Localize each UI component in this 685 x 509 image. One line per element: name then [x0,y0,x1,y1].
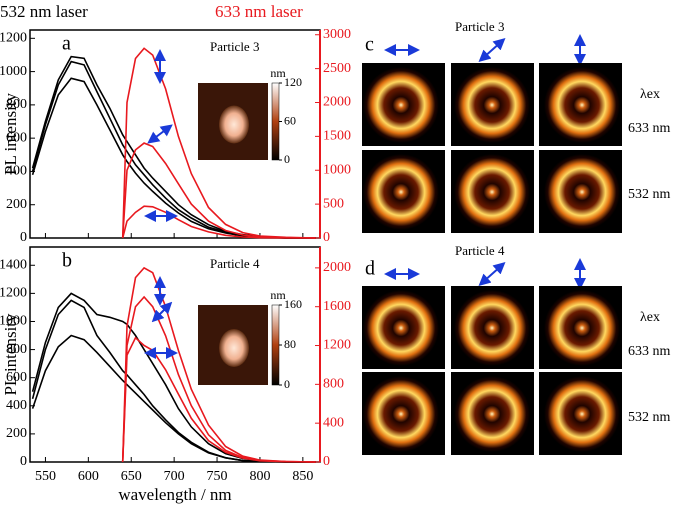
x-axis-label: wavelength / nm [118,485,231,504]
afm-particle [219,105,249,144]
emission-ring [363,154,439,230]
y-tick-label: 200 [6,197,27,212]
y2-tick-label: 2000 [323,260,351,275]
afm-particle [219,329,249,367]
laser-label-right: 633 nm laser [215,2,303,21]
emission-ring [454,290,530,366]
colorbar-tick-label: 120 [284,75,302,89]
colorbar-tick-label: 0 [284,377,290,391]
colorbar-tick-label: 80 [284,337,296,351]
y-tick-label: 400 [6,398,27,413]
emission-ring [454,67,530,143]
panel-label: a [62,33,71,55]
y-tick-label: 400 [6,164,27,179]
y2-tick-label: 1500 [323,129,351,144]
y-tick-label: 1000 [0,64,27,79]
spectrum-line [31,77,316,239]
x-tick-label: 750 [207,469,228,484]
y-tick-label: 1200 [0,31,27,46]
wavelength-label: 532 nm [628,410,671,425]
y-tick-label: 1200 [0,286,27,301]
spectrum-line [121,47,316,239]
y-tick-label: 0 [20,454,27,469]
emission-ring [544,154,620,230]
emission-ring [544,376,620,452]
y-axis-label: PL intensity [1,313,20,396]
x-tick-label: 650 [121,469,142,484]
y-tick-label: 800 [6,97,27,112]
panel-label: b [62,250,72,272]
y-tick-label: 200 [6,426,27,441]
polarization-arrow [478,262,506,286]
particle-label: Particle 3 [210,39,259,54]
x-tick-label: 550 [35,469,56,484]
excitation-label: λex [640,310,660,325]
particle-label: Particle 4 [455,243,505,258]
polarization-arrow [151,301,173,323]
wavelength-label: 532 nm [628,187,671,202]
x-tick-label: 800 [249,469,270,484]
wavelength-label: 633 nm [628,344,671,359]
x-tick-label: 850 [292,469,313,484]
particle-label: Particle 3 [455,19,504,34]
y-tick-label: 600 [6,370,27,385]
y2-tick-label: 500 [323,196,344,211]
spectrum-line [121,336,316,463]
y-tick-label: 0 [20,230,27,245]
y-axis-label: PL intensity [1,92,20,175]
particle-label: Particle 4 [210,256,260,271]
colorbar-tick-label: 0 [284,152,290,166]
spectrum-line [121,205,316,239]
y-tick-label: 800 [6,342,27,357]
panel-label: d [365,258,375,280]
colorbar-unit: nm [270,288,286,302]
emission-ring [454,154,530,230]
y2-tick-label: 2000 [323,95,351,110]
emission-ring [544,290,620,366]
excitation-label: λex [640,87,660,102]
y2-tick-label: 0 [323,230,330,245]
y2-tick-label: 1200 [323,338,351,353]
colorbar [271,304,280,386]
polarization-arrow [478,38,506,62]
panel-label: c [365,34,374,56]
emission-ring [454,376,530,452]
y2-tick-label: 800 [323,377,344,392]
emission-ring [363,67,439,143]
y2-tick-label: 2500 [323,61,351,76]
y-tick-label: 1400 [0,257,27,272]
y2-tick-label: 1600 [323,299,351,314]
x-tick-label: 600 [78,469,99,484]
spectrum-line [121,142,316,239]
colorbar-tick-label: 160 [284,297,302,311]
x-tick-label: 700 [164,469,185,484]
y2-tick-label: 3000 [323,27,351,42]
emission-ring [363,290,439,366]
polarization-arrow [147,124,173,144]
colorbar [271,82,280,161]
wavelength-label: 633 nm [628,121,671,136]
colorbar-tick-label: 60 [284,113,296,127]
y-tick-label: 600 [6,130,27,145]
y-tick-label: 1000 [0,314,27,329]
laser-label-left: 532 nm laser [0,2,88,21]
y2-tick-label: 0 [323,454,330,469]
y2-tick-label: 1000 [323,162,351,177]
colorbar-unit: nm [270,66,286,80]
emission-ring [363,376,439,452]
spectrum-line [31,334,316,463]
y2-tick-label: 400 [323,415,344,430]
emission-ring [544,67,620,143]
